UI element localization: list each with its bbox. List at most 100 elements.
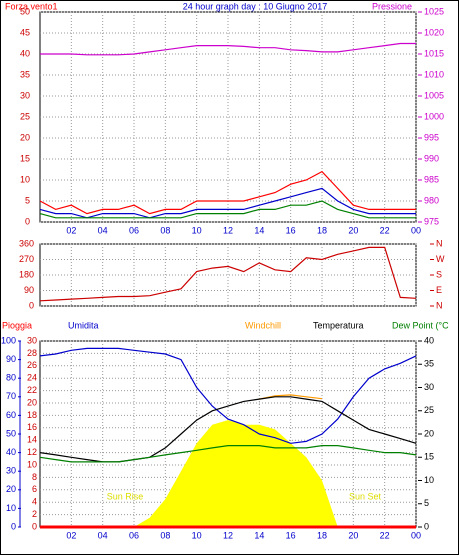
y-tick-label: 0 xyxy=(25,216,30,226)
series-line xyxy=(40,42,416,56)
series-line xyxy=(39,187,416,219)
y-tick-label: 35 xyxy=(424,359,434,369)
y-tick-label: 1015 xyxy=(424,48,444,58)
y-tick-label: 0 xyxy=(32,521,37,531)
x-tick-label: 04 xyxy=(98,530,108,540)
x-tick-label: 02 xyxy=(66,225,76,235)
y-tick-label: 4 xyxy=(32,497,37,507)
y-tick-label: 1010 xyxy=(424,69,444,79)
y-tick-label: 30 xyxy=(424,382,434,392)
y-tick-label: 20 xyxy=(424,428,434,438)
y-tick-label: E xyxy=(436,285,442,295)
y-tick-label: 25 xyxy=(424,405,434,415)
y-tick-label: 2 xyxy=(32,509,37,519)
x-tick-label: 10 xyxy=(192,530,202,540)
x-tick-label: 14 xyxy=(254,225,264,235)
y-tick-label: 90 xyxy=(6,354,16,364)
y-tick-label: 24 xyxy=(27,373,37,383)
y-tick-label: 25 xyxy=(20,111,30,121)
series-line xyxy=(39,200,416,219)
y-tick-label: 270 xyxy=(19,254,34,264)
y-tick-label: 985 xyxy=(424,174,439,184)
y-tick-label: 60 xyxy=(6,410,16,420)
y-tick-label: 0 xyxy=(11,521,16,531)
y-tick-label: 30 xyxy=(6,466,16,476)
y-tick-label: 80 xyxy=(6,373,16,383)
x-tick-label: 22 xyxy=(380,225,390,235)
x-tick-label: 06 xyxy=(129,225,139,235)
x-tick-label: 12 xyxy=(223,225,233,235)
y-tick-label: 1005 xyxy=(424,90,444,100)
y-tick-label: 1000 xyxy=(424,111,444,121)
y-tick-label: 70 xyxy=(6,391,16,401)
area xyxy=(40,420,416,527)
y-tick-label: 6 xyxy=(32,484,37,494)
y-tick-label: 1025 xyxy=(424,6,444,16)
y-tick-label: W xyxy=(436,254,445,264)
y-tick-label: 360 xyxy=(19,238,34,248)
y-tick-label: 180 xyxy=(19,269,34,279)
y-tick-label: 20 xyxy=(27,397,37,407)
series-line xyxy=(39,445,417,463)
y-tick-label: 30 xyxy=(27,335,37,345)
y-tick-label: 35 xyxy=(20,69,30,79)
y-tick-label: 15 xyxy=(20,153,30,163)
y-tick-label: 20 xyxy=(6,484,16,494)
y-tick-label: 40 xyxy=(424,335,434,345)
x-tick-label: 18 xyxy=(317,225,327,235)
y-tick-label: S xyxy=(436,269,442,279)
y-tick-label: 5 xyxy=(424,498,429,508)
y-tick-label: 10 xyxy=(27,459,37,469)
x-tick-label: 02 xyxy=(66,530,76,540)
legend-windchill: Windchill xyxy=(245,320,281,330)
y-tick-label: 0 xyxy=(424,521,429,531)
y-tick-label: N xyxy=(436,300,443,310)
legend-dewpoint: Dew Point (°C xyxy=(392,320,449,330)
y-tick-label: 50 xyxy=(6,428,16,438)
series-line xyxy=(39,347,417,444)
y-tick-label: 20 xyxy=(20,132,30,142)
y-tick-label: 980 xyxy=(424,195,439,205)
y-tick-label: 22 xyxy=(27,385,37,395)
y-tick-label: 30 xyxy=(20,90,30,100)
chart-title: 24 hour graph day : 10 Giugno 2017 xyxy=(183,1,328,11)
series-line xyxy=(39,170,416,215)
y-tick-label: 50 xyxy=(20,6,30,16)
y-tick-label: 975 xyxy=(424,216,439,226)
x-tick-label: 16 xyxy=(286,225,296,235)
y-tick-label: 40 xyxy=(20,48,30,58)
x-tick-label: 10 xyxy=(192,225,202,235)
x-tick-label: 16 xyxy=(286,530,296,540)
annotation: Sun Rise xyxy=(107,491,144,501)
legend-temperature: Temperatura xyxy=(313,320,364,330)
series-line xyxy=(39,246,417,302)
y-tick-label: 995 xyxy=(424,132,439,142)
y-tick-label: N xyxy=(436,238,443,248)
x-tick-label: 00 xyxy=(411,530,421,540)
x-tick-label: 04 xyxy=(98,225,108,235)
x-tick-label: 08 xyxy=(160,225,170,235)
y-tick-label: 1020 xyxy=(424,27,444,37)
y-tick-label: 12 xyxy=(27,447,37,457)
y-tick-label: 990 xyxy=(424,153,439,163)
y-tick-label: 90 xyxy=(24,285,34,295)
y-tick-label: 26 xyxy=(27,360,37,370)
y-tick-label: 5 xyxy=(25,195,30,205)
x-tick-label: 18 xyxy=(317,530,327,540)
x-tick-label: 22 xyxy=(380,530,390,540)
y-tick-label: 18 xyxy=(27,410,37,420)
y-tick-label: 10 xyxy=(6,503,16,513)
x-tick-label: 08 xyxy=(160,530,170,540)
y-tick-label: 15 xyxy=(424,452,434,462)
y-tick-label: 10 xyxy=(424,475,434,485)
annotation: Sun Set xyxy=(349,491,382,501)
x-tick-label: 20 xyxy=(348,530,358,540)
y-tick-label: 100 xyxy=(1,335,16,345)
x-tick-label: 20 xyxy=(348,225,358,235)
y-tick-label: 0 xyxy=(29,300,34,310)
x-tick-label: 00 xyxy=(411,225,421,235)
y-tick-label: 40 xyxy=(6,447,16,457)
y-tick-label: 28 xyxy=(27,348,37,358)
x-tick-label: 06 xyxy=(129,530,139,540)
